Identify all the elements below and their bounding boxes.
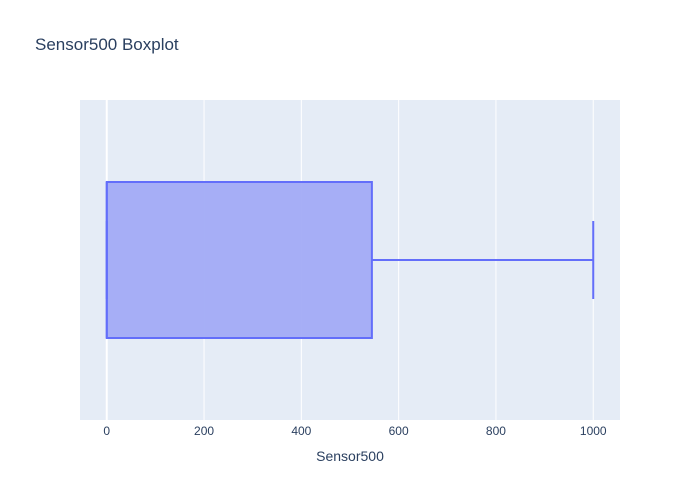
x-axis-title: Sensor500 (316, 448, 384, 464)
x-tick-label: 600 (389, 424, 409, 438)
x-tick-labels: 0 200 400 600 800 1000 (103, 424, 607, 438)
chart-title: Sensor500 Boxplot (35, 35, 179, 54)
x-tick-label: 800 (486, 424, 506, 438)
box-iqr (105, 181, 373, 339)
x-tick-label: 200 (194, 424, 214, 438)
x-tick-label: 0 (103, 424, 110, 438)
box-trace (105, 181, 595, 339)
x-tick-label: 400 (291, 424, 311, 438)
x-tick-label: 1000 (580, 424, 607, 438)
